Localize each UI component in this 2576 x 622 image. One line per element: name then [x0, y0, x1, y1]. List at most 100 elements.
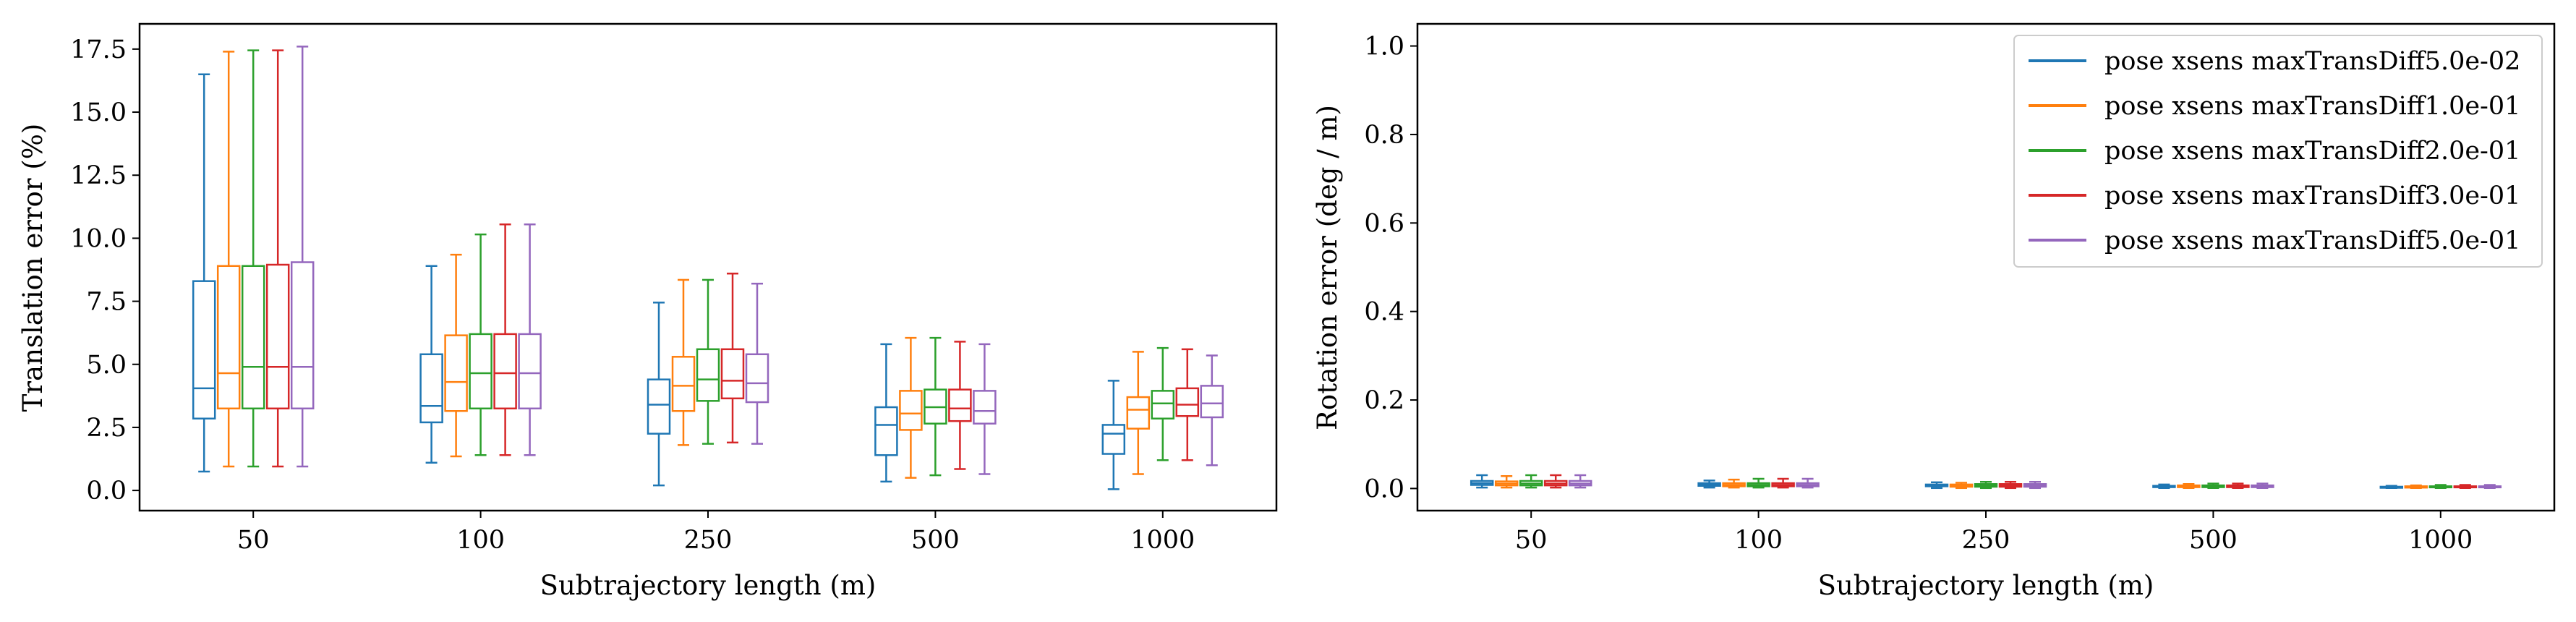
- legend-item-5: pose xsens maxTransDiff5.0e-01: [2029, 226, 2520, 255]
- box-plot-50-series-2: [1494, 475, 1519, 489]
- rotation-error-panel: 0.0 0.2 0.4 0.6 0.8 1.0 50 100 250 500 1000 Subtra…: [1312, 22, 2556, 601]
- x-tick-label: 500: [2189, 526, 2238, 555]
- iqr-box: [745, 353, 769, 404]
- iqr-box: [419, 353, 443, 424]
- legend-frame: [2013, 35, 2543, 268]
- x-tick-label: 50: [237, 526, 270, 555]
- iqr-box: [948, 388, 972, 422]
- box-plot-100-series-5: [1796, 477, 1820, 489]
- box-plot-500-series-4: [948, 341, 972, 470]
- translation-error-panel: 0.0 2.5 5.0 7.5 10.0 12.5 15.0 17.5 50 100 250 500 1…: [17, 22, 1278, 601]
- x-tick-label: 1000: [1130, 526, 1195, 555]
- iqr-box: [720, 348, 745, 400]
- box-plot-100-series-2: [444, 253, 468, 458]
- box-plot-250-series-2: [671, 278, 696, 446]
- legend-label: pose xsens maxTransDiff2.0e-01: [2104, 137, 2520, 166]
- box-plot-500-series-2: [899, 336, 923, 479]
- box-plot-250-series-3: [1974, 480, 1998, 490]
- chart-marks: 0.0 2.5 5.0 7.5 10.0 12.5 15.0 17.5 50 100 250 500 1…: [70, 35, 1224, 555]
- legend-label: pose xsens maxTransDiff1.0e-01: [2104, 92, 2520, 121]
- box-plot-100-series-4: [1771, 477, 1795, 489]
- box-plot-500-series-2: [2177, 483, 2201, 490]
- y-tick-label: 0.8: [1364, 121, 1404, 150]
- iqr-box: [671, 356, 696, 412]
- legend-label: pose xsens maxTransDiff3.0e-01: [2104, 182, 2520, 210]
- iqr-box: [1175, 387, 1200, 417]
- box-plot-100-series-3: [1747, 477, 1770, 489]
- iqr-box: [874, 406, 898, 456]
- box-plot-500-series-3: [924, 336, 947, 477]
- box-plot-50-series-4: [1543, 474, 1568, 489]
- y-tick-label: 17.5: [70, 35, 127, 64]
- box-plot-50-series-2: [216, 51, 241, 468]
- plot-area-frame: [138, 22, 1278, 512]
- legend-item-3: pose xsens maxTransDiff2.0e-01: [2029, 137, 2520, 166]
- x-tick-label: 250: [1962, 526, 2010, 555]
- box-plot-50-series-1: [192, 73, 216, 473]
- iqr-box: [696, 348, 720, 402]
- box-plot-100-series-4: [493, 223, 517, 456]
- box-plot-50-series-3: [241, 49, 265, 468]
- y-axis-label: Translation error (%): [17, 124, 48, 412]
- box-plot-1000-series-5: [1200, 354, 1224, 466]
- y-tick-label: 1.0: [1364, 33, 1404, 61]
- box-plot-250-series-4: [1998, 480, 2023, 490]
- y-axis-label: Rotation error (deg / m): [1312, 105, 1343, 430]
- x-tick-label: 50: [1515, 526, 1548, 555]
- y-tick-label: 5.0: [86, 351, 127, 380]
- iqr-box: [973, 390, 997, 425]
- box-plot-250-series-5: [745, 282, 769, 445]
- legend: pose xsens maxTransDiff5.0e-02 pose xsens…: [2013, 35, 2543, 268]
- box-plot-250-series-3: [696, 278, 720, 445]
- iqr-box: [1126, 396, 1151, 430]
- iqr-box: [192, 280, 216, 419]
- box-plot-1000-series-2: [1126, 351, 1151, 475]
- box-plot-250-series-1: [647, 302, 671, 487]
- y-tick-label: 12.5: [70, 161, 127, 190]
- legend-item-4: pose xsens maxTransDiff3.0e-01: [2029, 182, 2520, 210]
- box-plot-50-series-4: [265, 49, 290, 468]
- box-plot-250-series-2: [1949, 482, 1974, 490]
- box-plot-1000-series-4: [1175, 348, 1200, 461]
- iqr-box: [216, 265, 241, 410]
- iqr-box: [899, 390, 923, 431]
- box-plot-1000-series-2: [2404, 484, 2428, 490]
- x-axis-label: Subtrajectory length (m): [1818, 570, 2154, 601]
- box-plot-100-series-5: [518, 223, 542, 456]
- iqr-box: [1200, 385, 1224, 419]
- x-tick-label: 250: [684, 526, 733, 555]
- x-axis-label: Subtrajectory length (m): [540, 570, 877, 601]
- box-plot-500-series-1: [2152, 483, 2176, 490]
- box-plot-1000-series-3: [2428, 484, 2453, 490]
- y-tick-label: 0.2: [1364, 386, 1404, 415]
- legend-item-2: pose xsens maxTransDiff1.0e-01: [2029, 92, 2520, 121]
- iqr-box: [469, 333, 492, 410]
- y-tick-label: 0.0: [1364, 474, 1404, 503]
- box-plot-100-series-3: [469, 233, 492, 456]
- legend-label: pose xsens maxTransDiff5.0e-02: [2104, 47, 2520, 76]
- iqr-box: [290, 261, 315, 410]
- box-plot-250-series-5: [2023, 480, 2047, 490]
- iqr-box: [1101, 424, 1126, 455]
- y-tick-label: 0.0: [86, 477, 127, 506]
- box-plot-50-series-5: [290, 46, 315, 468]
- box-plot-500-series-4: [2226, 482, 2250, 490]
- iqr-box: [444, 334, 468, 412]
- y-tick-label: 0.6: [1364, 209, 1404, 238]
- iqr-box: [493, 333, 517, 410]
- box-plot-50-series-3: [1519, 474, 1543, 489]
- box-plot-100-series-1: [1697, 480, 1721, 489]
- box-plot-250-series-4: [720, 272, 745, 444]
- iqr-box: [265, 263, 290, 410]
- box-plot-1000-series-4: [2453, 484, 2478, 490]
- x-tick-label: 500: [911, 526, 960, 555]
- x-tick-label: 1000: [2408, 526, 2473, 555]
- legend-item-1: pose xsens maxTransDiff5.0e-02: [2029, 47, 2520, 76]
- legend-label: pose xsens maxTransDiff5.0e-01: [2104, 226, 2520, 255]
- box-plot-500-series-1: [874, 343, 898, 483]
- y-tick-label: 7.5: [86, 288, 127, 317]
- x-tick-label: 100: [456, 526, 505, 555]
- x-tick-label: 100: [1734, 526, 1783, 555]
- iqr-box: [1151, 390, 1175, 419]
